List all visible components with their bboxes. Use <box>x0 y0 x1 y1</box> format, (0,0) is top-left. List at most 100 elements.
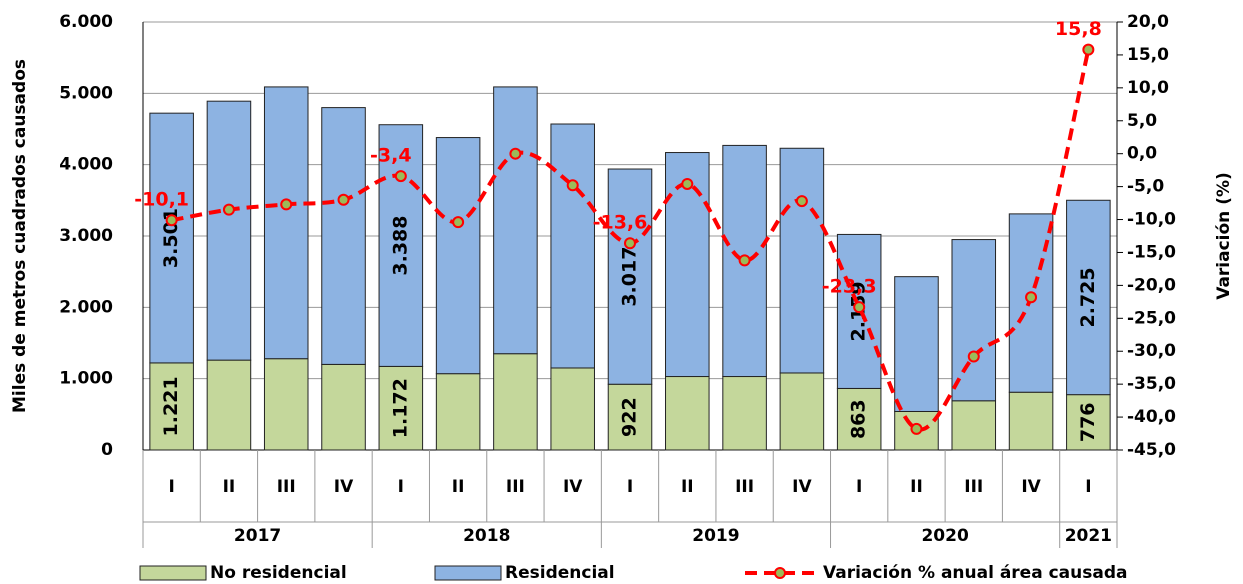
y-tick-label: 2.000 <box>59 297 113 317</box>
bar-segment <box>321 363 366 451</box>
y2-tick-label: -25,0 <box>1127 308 1176 328</box>
y2-tick-label: -5,0 <box>1127 177 1164 197</box>
bar-value-label: 3.017 <box>619 247 641 307</box>
x-tick-label: I <box>856 477 862 497</box>
line-marker <box>967 350 980 363</box>
bar-value-label: 1.172 <box>389 378 411 438</box>
x-group-label: 2019 <box>692 526 739 546</box>
bar-value-label: 1.221 <box>160 376 182 436</box>
x-group-label: 2018 <box>463 526 510 546</box>
bar-segment <box>665 376 710 451</box>
bar-segment <box>378 365 424 451</box>
y2-tick-label: 0,0 <box>1127 144 1157 164</box>
bar-value-label: 3.388 <box>389 216 411 276</box>
x-tick-label: II <box>452 477 465 497</box>
bar-segment <box>493 86 538 355</box>
bar-segment <box>263 86 309 360</box>
bar-segment <box>550 123 595 369</box>
bar-segment <box>550 367 595 451</box>
line-marker <box>337 193 350 206</box>
line-marker <box>280 198 293 211</box>
bar-segment <box>607 383 653 451</box>
bar-segment <box>321 107 366 365</box>
y2-tick-label: -30,0 <box>1127 341 1176 361</box>
x-tick-label: IV <box>1021 477 1041 497</box>
bar-segment <box>607 168 653 385</box>
x-group-label: 2017 <box>234 526 281 546</box>
y-tick-label: 4.000 <box>59 155 113 175</box>
y2-tick-label: -45,0 <box>1127 440 1176 460</box>
line-value-label: -13,6 <box>593 212 648 234</box>
bar-segment <box>951 239 997 402</box>
line-value-label: -23,3 <box>822 276 877 298</box>
y2-tick-label: 20,0 <box>1127 12 1169 32</box>
bar-segment <box>435 373 481 451</box>
bar-segment <box>435 137 481 375</box>
y2-tick-label: 15,0 <box>1127 45 1169 65</box>
y-axis-title: Miles de metros cuadrados causados <box>10 59 30 413</box>
y-tick-label: 0 <box>101 440 113 460</box>
bar-segment <box>1066 199 1111 396</box>
y-tick-label: 1.000 <box>59 369 113 389</box>
bar-value-label: 776 <box>1077 402 1099 442</box>
x-tick-label: III <box>735 477 754 497</box>
line-marker <box>853 301 866 314</box>
line-marker <box>222 203 235 216</box>
line-marker <box>509 147 522 160</box>
x-tick-label: I <box>627 477 633 497</box>
legend-label: No residencial <box>210 563 347 583</box>
x-tick-label: IV <box>792 477 812 497</box>
x-tick-label: IV <box>563 477 583 497</box>
legend-swatch <box>139 565 207 581</box>
bar-segment <box>263 358 309 451</box>
bar-segment <box>779 372 825 451</box>
bar-value-label: 2.725 <box>1077 267 1099 327</box>
line-value-label: -10,1 <box>134 189 189 211</box>
y2-tick-label: -20,0 <box>1127 275 1176 295</box>
line-marker <box>452 216 465 229</box>
x-tick-label: I <box>398 477 404 497</box>
line-marker <box>738 254 751 267</box>
bar-value-label: 922 <box>619 397 641 437</box>
bar-value-label: 863 <box>848 399 870 439</box>
line-marker <box>1025 291 1038 304</box>
line-marker <box>394 170 407 183</box>
x-tick-label: IV <box>334 477 354 497</box>
bar-segment <box>149 112 194 364</box>
y-tick-label: 6.000 <box>59 12 113 32</box>
bar-segment <box>836 387 882 451</box>
legend-label: Residencial <box>505 563 615 583</box>
x-tick-label: III <box>277 477 296 497</box>
bar-segment <box>951 400 997 451</box>
x-tick-label: II <box>223 477 236 497</box>
line-marker <box>910 422 923 435</box>
y2-tick-label: 10,0 <box>1127 78 1169 98</box>
bar-segment <box>206 359 252 451</box>
line-value-label: 15,8 <box>1055 18 1102 40</box>
y2-tick-label: -35,0 <box>1127 374 1176 394</box>
line-marker <box>624 237 636 250</box>
x-tick-label: II <box>910 477 923 497</box>
x-tick-label: III <box>506 477 525 497</box>
line-marker <box>1082 43 1095 56</box>
y2-tick-label: -15,0 <box>1127 242 1176 262</box>
x-tick-label: I <box>168 477 174 497</box>
legend-label: Variación % anual área causada <box>823 563 1128 583</box>
y-tick-label: 5.000 <box>59 83 113 103</box>
y2-tick-label: -10,0 <box>1127 210 1176 230</box>
legend-swatch <box>434 565 502 581</box>
bar-segment <box>894 276 939 412</box>
line-marker <box>681 177 694 190</box>
y2-tick-label: 5,0 <box>1127 111 1157 131</box>
legend-marker <box>774 567 786 579</box>
line-marker <box>795 195 808 208</box>
bar-segment <box>779 147 825 374</box>
x-tick-label: III <box>964 477 983 497</box>
bar-segment <box>378 124 424 367</box>
line-marker <box>566 179 579 192</box>
bar-segment <box>722 376 767 451</box>
y2-axis-title: Variación (%) <box>1214 172 1234 300</box>
x-tick-label: II <box>681 477 694 497</box>
x-group-label: 2021 <box>1065 526 1112 546</box>
